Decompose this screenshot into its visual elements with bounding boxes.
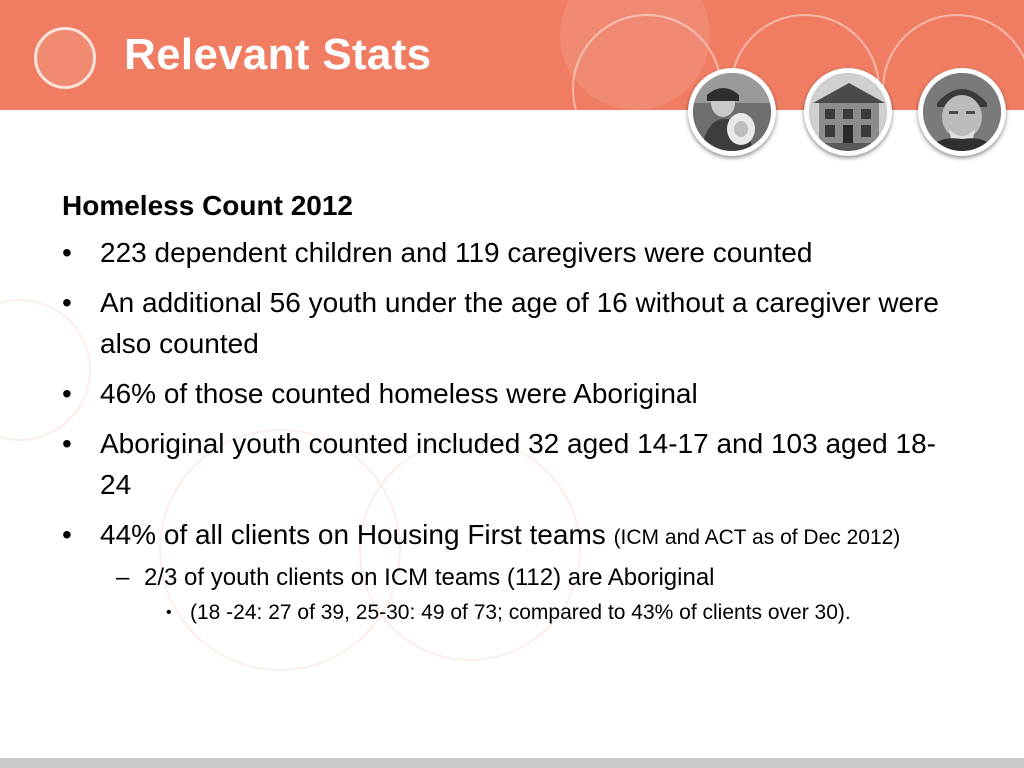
sub-sub-bullet-item: • (18 -24: 27 of 39, 25-30: 49 of 73; co… [62, 598, 962, 628]
bullet-marker: • [166, 604, 172, 621]
sub-sub-bullet-text: (18 -24: 27 of 39, 25-30: 49 of 73; comp… [190, 601, 851, 624]
bullet-item: • An additional 56 youth under the age o… [62, 282, 962, 364]
house-photo [804, 68, 892, 156]
sub-bullet-item: – 2/3 of youth clients on ICM teams (112… [62, 562, 962, 594]
bullet-text: 46% of those counted homeless were Abori… [100, 378, 698, 409]
bullet-text: An additional 56 youth under the age of … [100, 287, 940, 359]
bullet-item: • 46% of those counted homeless were Abo… [62, 373, 962, 414]
header-banner: Relevant Stats [0, 0, 1024, 110]
bullet-item: • 44% of all clients on Housing First te… [62, 514, 962, 558]
bullet-marker: • [62, 287, 72, 318]
bullet-item: • 223 dependent children and 119 caregiv… [62, 232, 962, 273]
mother-with-baby-photo [688, 68, 776, 156]
bullet-note: (ICM and ACT as of Dec 2012) [613, 526, 901, 549]
bullet-text: Aboriginal youth counted included 32 age… [100, 428, 936, 500]
bullet-text: 44% of all clients on Housing First team… [100, 519, 606, 550]
dash-marker: – [116, 564, 130, 591]
logo-circle-icon [34, 27, 96, 89]
footer-bar [0, 758, 1024, 768]
bullet-marker: • [62, 519, 72, 550]
bullet-text: 223 dependent children and 119 caregiver… [100, 237, 813, 268]
section-heading: Homeless Count 2012 [62, 190, 353, 221]
slide-title: Relevant Stats [124, 30, 432, 79]
elderly-man-photo [918, 68, 1006, 156]
bullet-marker: • [62, 428, 72, 459]
bullet-marker: • [62, 237, 72, 268]
bullet-item: • Aboriginal youth counted included 32 a… [62, 423, 962, 505]
slide-content: Homeless Count 2012 • 223 dependent chil… [62, 190, 962, 628]
bullet-marker: • [62, 378, 72, 409]
sub-bullet-text: 2/3 of youth clients on ICM teams (112) … [144, 564, 715, 591]
